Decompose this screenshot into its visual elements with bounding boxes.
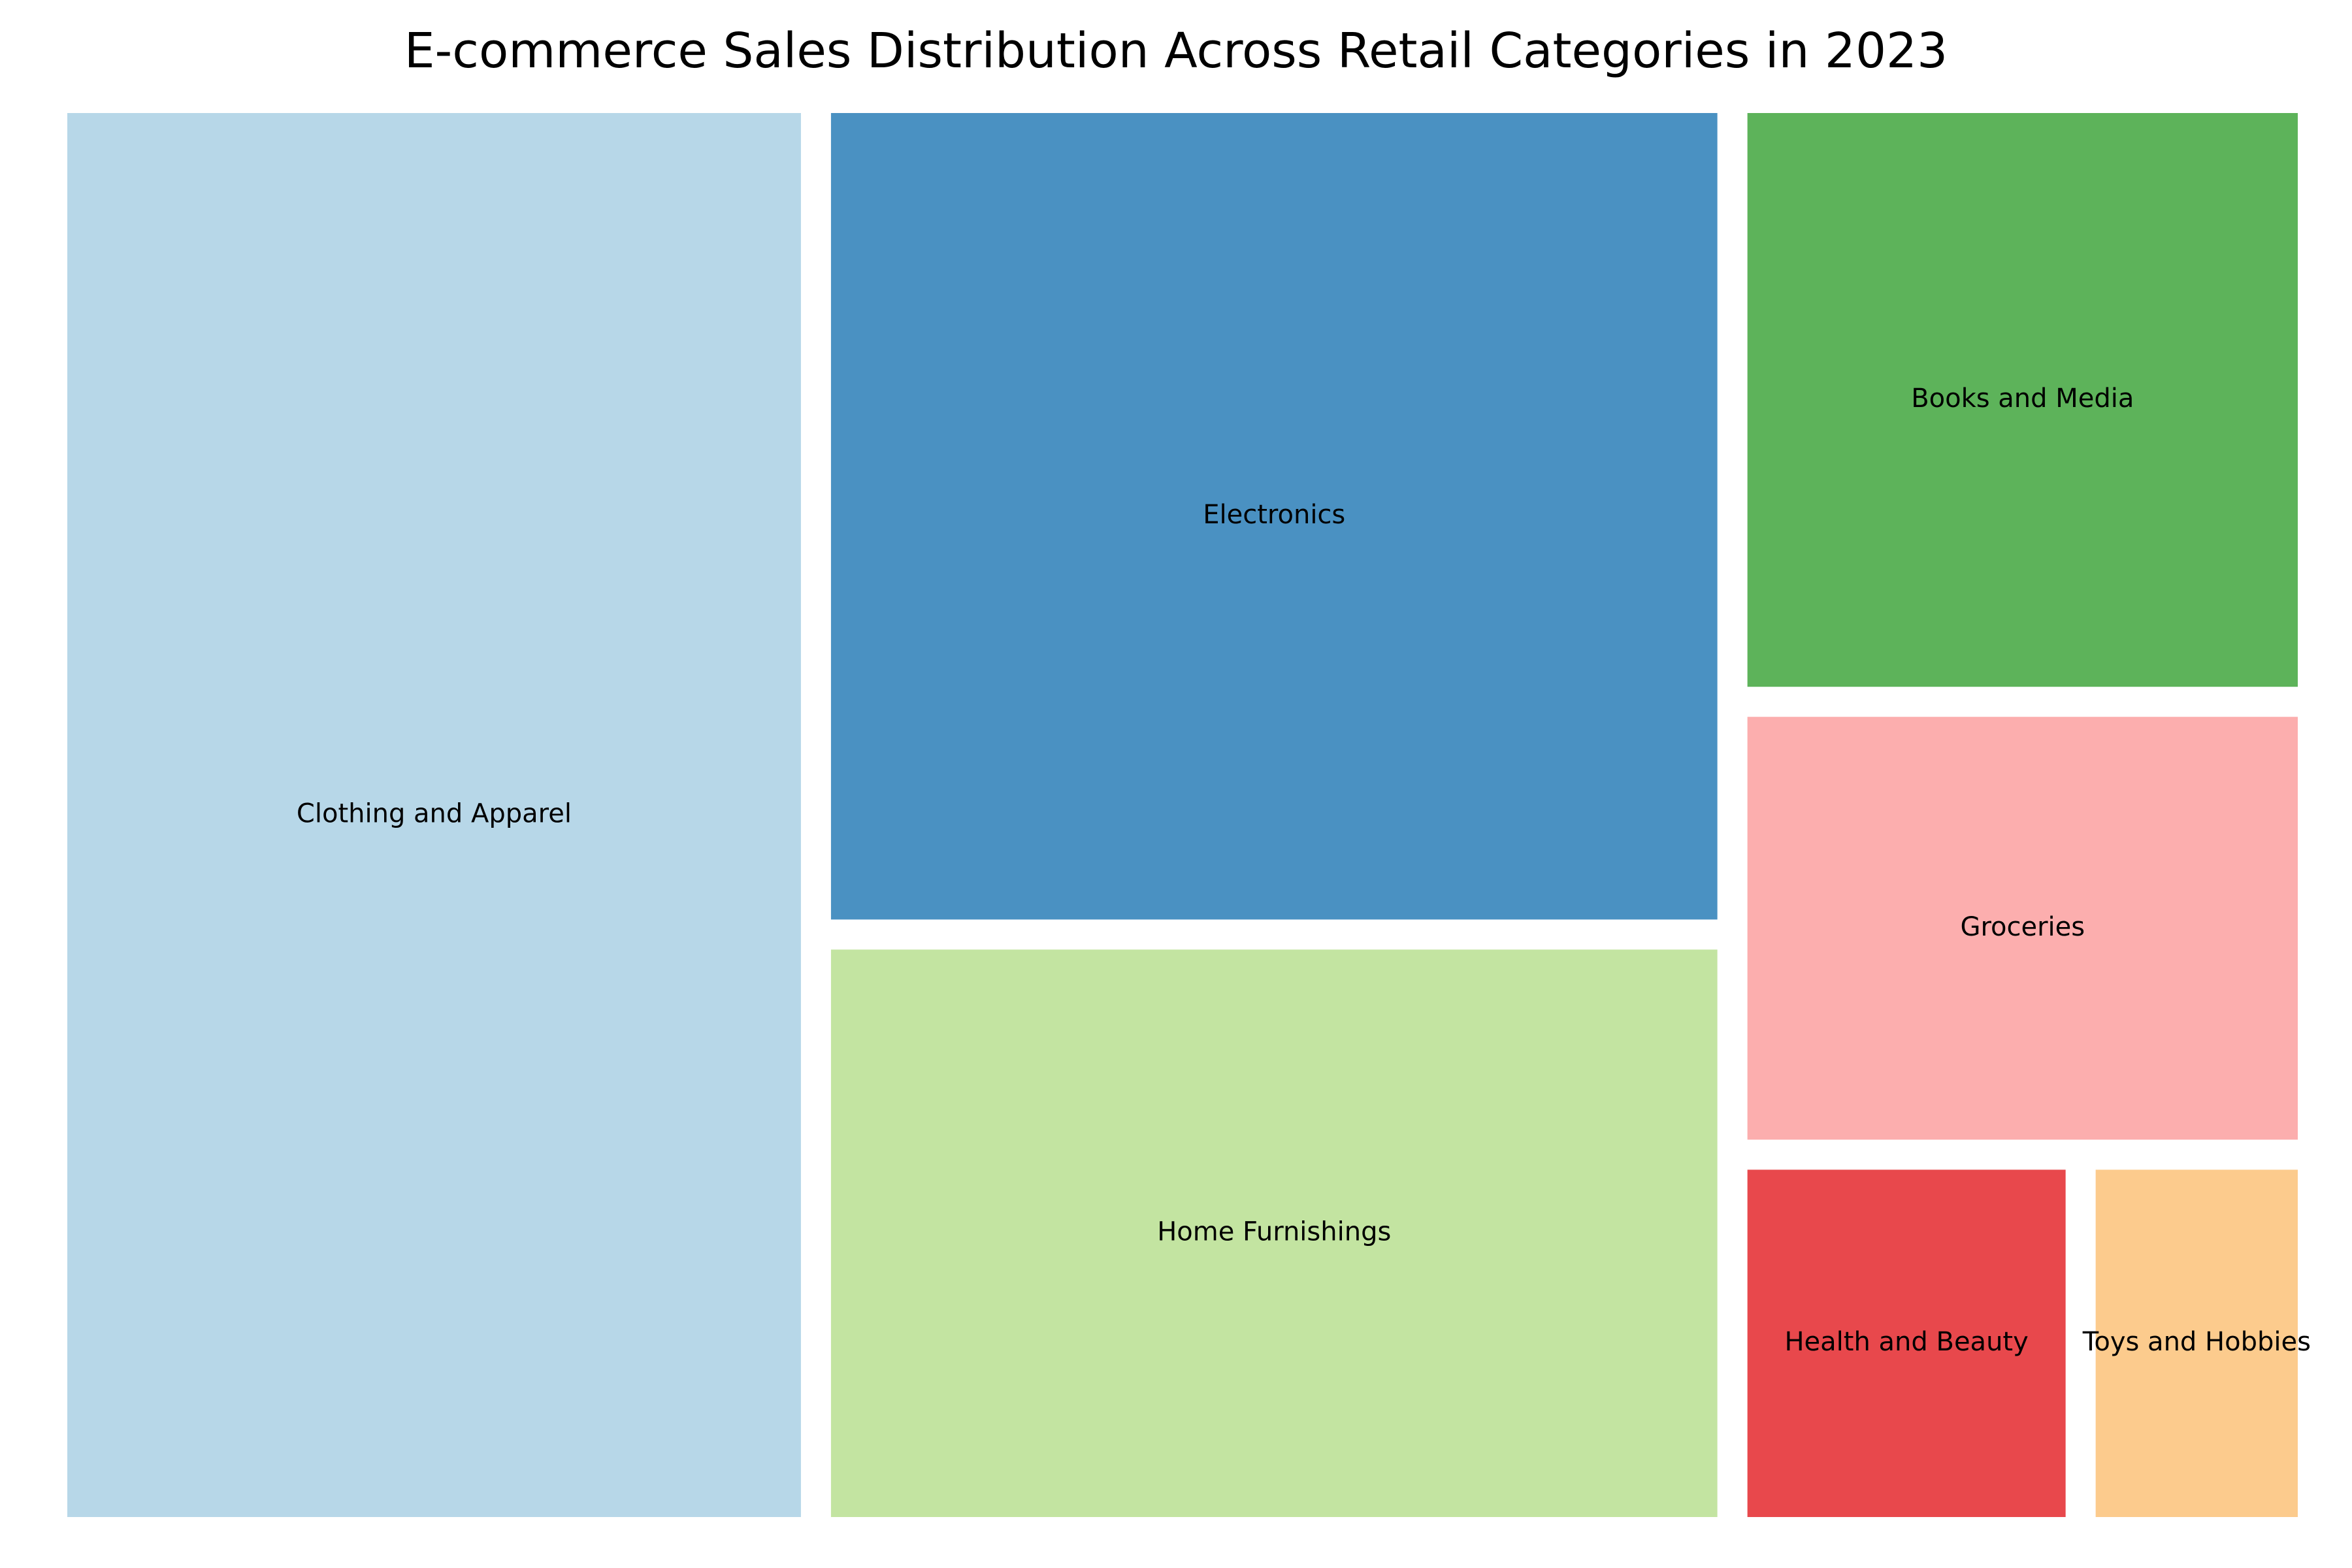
treemap-tile-groceries bbox=[1747, 717, 2298, 1140]
treemap-label-clothing-and-apparel: Clothing and Apparel bbox=[297, 799, 572, 829]
treemap-tile-home-furnishings bbox=[830, 949, 1718, 1517]
treemap-tiles: Clothing and Apparel Electronics Home Furn… bbox=[67, 113, 2311, 1517]
treemap-label-books-and-media: Books and Media bbox=[1911, 384, 2134, 414]
treemap-label-toys-and-hobbies: Toys and Hobbies bbox=[2082, 1327, 2311, 1357]
treemap-label-electronics: Electronics bbox=[1203, 500, 1345, 530]
treemap-label-home-furnishings: Home Furnishings bbox=[1157, 1217, 1391, 1247]
treemap-tile-electronics bbox=[830, 113, 1718, 920]
treemap-tile-books-and-media bbox=[1747, 113, 2298, 687]
treemap-tile-health-and-beauty bbox=[1747, 1169, 2066, 1517]
treemap-tile-clothing-and-apparel bbox=[67, 113, 801, 1517]
chart-title: E-commerce Sales Distribution Across Ret… bbox=[404, 23, 1948, 79]
treemap-label-health-and-beauty: Health and Beauty bbox=[1784, 1327, 2028, 1357]
treemap-tile-toys-and-hobbies bbox=[2095, 1169, 2298, 1517]
treemap-label-groceries: Groceries bbox=[1960, 912, 2085, 942]
